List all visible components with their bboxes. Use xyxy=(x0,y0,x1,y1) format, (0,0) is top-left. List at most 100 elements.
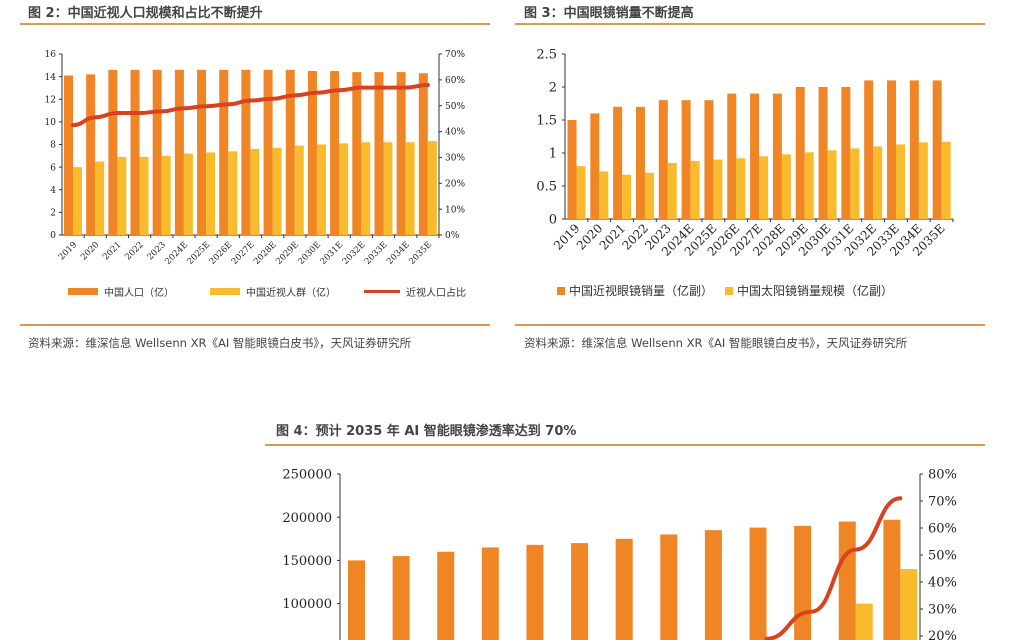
y2-tick-label: 40% xyxy=(928,576,957,591)
figure2-title: 图 2：中国近视人口规模和占比不断提升 xyxy=(28,6,263,21)
bar-secondary xyxy=(339,143,349,235)
y2-tick-label: 70% xyxy=(928,495,957,510)
bar-secondary xyxy=(73,167,82,235)
bar-secondary xyxy=(781,154,791,219)
bar-primary xyxy=(841,87,851,219)
bar-primary xyxy=(838,521,856,640)
bar-primary xyxy=(887,80,897,220)
bar-primary xyxy=(418,73,428,235)
bar-secondary xyxy=(405,142,415,235)
bar-secondary xyxy=(855,603,873,640)
bar-primary xyxy=(64,75,73,236)
bar-secondary xyxy=(667,162,677,219)
bar-secondary xyxy=(427,141,437,235)
bar-primary xyxy=(909,80,919,220)
bar-secondary xyxy=(644,172,654,219)
bar-primary xyxy=(86,74,96,235)
figure2-source: 资料来源：维深信息 Wellsenn XR《AI 智能眼镜白皮书》，天风证券研究… xyxy=(28,336,412,350)
figure3-top-rule xyxy=(515,23,985,25)
legend-label-ratio: 近视人口占比 xyxy=(406,288,466,299)
bar-primary xyxy=(352,72,362,235)
bar-primary xyxy=(152,69,162,236)
figure3-source: 资料来源：维深信息 Wellsenn XR《AI 智能眼镜白皮书》，天风证券研究… xyxy=(524,336,908,350)
y2-tick-label: 70% xyxy=(445,50,465,60)
bar-primary xyxy=(241,69,251,236)
legend-label-sunglasses: 中国太阳镜销量规模（亿副） xyxy=(737,284,894,298)
bar-primary xyxy=(660,534,678,640)
bar-primary xyxy=(704,530,722,640)
bar-secondary xyxy=(576,166,586,219)
figure3-legend: 中国近视眼镜销量（亿副） 中国太阳镜销量规模（亿副） xyxy=(557,282,893,299)
bar-secondary xyxy=(294,145,304,235)
bar-secondary xyxy=(873,146,883,219)
bar-primary xyxy=(681,100,691,219)
bar-primary xyxy=(197,69,207,236)
y-tick-label: 4 xyxy=(50,186,56,196)
bar-primary xyxy=(615,538,633,640)
y-tick-label: 6 xyxy=(50,163,56,173)
bar-primary xyxy=(571,543,589,640)
y-tick-label: 12 xyxy=(45,95,56,105)
bar-secondary xyxy=(850,148,860,219)
y-tick-label: 0 xyxy=(549,213,557,228)
bar-primary xyxy=(437,551,455,640)
y2-tick-label: 50% xyxy=(928,549,957,564)
y-tick-label: 8 xyxy=(50,141,56,151)
bar-primary xyxy=(864,80,874,220)
y2-tick-label: 40% xyxy=(445,128,465,138)
figure4-title: 图 4：预计 2035 年 AI 智能眼镜渗透率达到 70% xyxy=(276,424,577,439)
bar-primary xyxy=(772,93,782,219)
y2-tick-label: 50% xyxy=(445,102,465,112)
bar-secondary xyxy=(896,144,906,219)
bar-primary xyxy=(818,87,828,219)
bar-secondary xyxy=(272,147,282,235)
y-tick-label: 10 xyxy=(45,118,57,128)
legend-label-myopia: 中国近视人群（亿） xyxy=(246,288,336,299)
bar-primary xyxy=(348,560,365,640)
y2-tick-label: 60% xyxy=(445,76,465,86)
y-tick-label: 0.5 xyxy=(536,180,557,195)
y-tick-label: 2 xyxy=(50,209,56,219)
bar-primary xyxy=(374,72,384,235)
legend-label-myopia-glasses: 中国近视眼镜销量（亿副） xyxy=(569,284,714,298)
bar-secondary xyxy=(228,151,238,235)
bar-secondary xyxy=(250,149,260,235)
bar-secondary xyxy=(759,156,769,219)
bar-secondary xyxy=(804,152,814,219)
y2-tick-label: 30% xyxy=(928,603,957,618)
bar-secondary xyxy=(117,156,127,235)
y2-tick-label: 10% xyxy=(445,205,465,215)
bar-secondary xyxy=(206,152,216,235)
y2-tick-label: 20% xyxy=(445,179,465,189)
y-tick-label: 2 xyxy=(549,81,557,96)
y-tick-label: 0 xyxy=(50,231,56,241)
bar-secondary xyxy=(383,142,393,235)
y-tick-label: 2.5 xyxy=(536,48,557,63)
bar-secondary xyxy=(183,153,193,235)
legend-label-population: 中国人口（亿） xyxy=(104,288,174,299)
figure3-title: 图 3：中国眼镜销量不断提高 xyxy=(524,6,694,21)
figure2-legend: 中国人口（亿） 中国近视人群（亿） 近视人口占比 xyxy=(68,284,466,299)
bar-primary xyxy=(795,87,805,219)
bar-primary xyxy=(108,69,118,236)
legend-swatch-myopia-glasses xyxy=(557,286,565,295)
bar-primary xyxy=(307,70,317,235)
bar-secondary xyxy=(316,144,326,235)
bar-primary xyxy=(219,69,229,236)
y-tick-label: 150000 xyxy=(282,554,332,569)
bar-primary xyxy=(727,93,737,219)
bar-primary xyxy=(392,556,410,640)
legend-swatch-myopia xyxy=(210,288,240,295)
bar-secondary xyxy=(918,142,928,219)
series-line xyxy=(71,83,430,128)
bar-primary xyxy=(526,544,544,640)
bar-primary xyxy=(704,100,714,219)
bar-primary xyxy=(567,120,577,219)
bar-secondary xyxy=(161,155,171,235)
y-tick-label: 200000 xyxy=(282,511,332,526)
y-tick-label: 1.5 xyxy=(536,114,557,129)
bar-primary xyxy=(932,80,942,220)
bar-secondary xyxy=(827,150,837,219)
legend-swatch-population xyxy=(68,288,98,295)
